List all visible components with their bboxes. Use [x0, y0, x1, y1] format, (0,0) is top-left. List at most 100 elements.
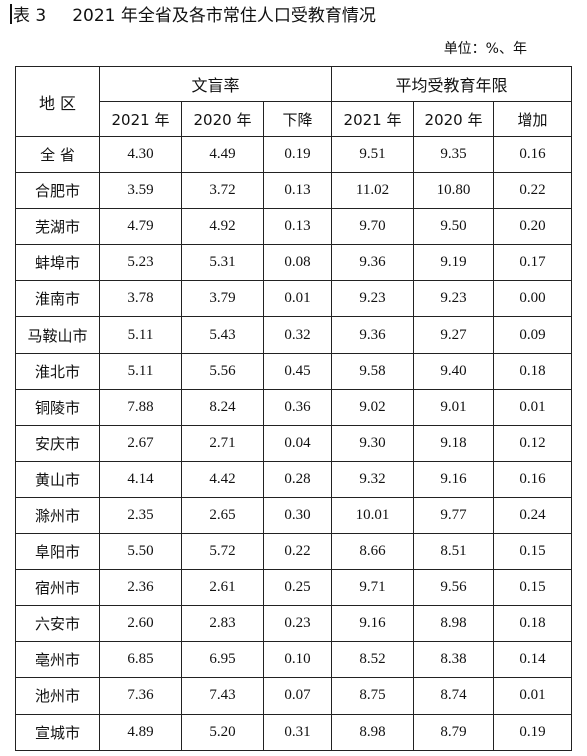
schooling-2020-cell: 8.74 — [413, 677, 495, 715]
illiteracy-2021-cell: 5.11 — [99, 352, 182, 390]
schooling-2021-cell: 8.75 — [331, 677, 415, 715]
illiteracy-2020-cell: 5.72 — [181, 533, 264, 571]
table-row: 淮南市 3.78 3.79 0.01 9.23 9.23 0.00 — [15, 280, 573, 318]
illiteracy-2021-cell: 4.30 — [99, 135, 182, 174]
illiteracy-decline-cell: 0.19 — [262, 135, 333, 174]
schooling-2021-cell: 8.98 — [331, 713, 415, 751]
schooling-2021-cell: 9.02 — [331, 388, 415, 426]
header-ill-2021: 2021 年 — [99, 101, 182, 137]
illiteracy-decline-cell: 0.13 — [262, 208, 333, 246]
schooling-2020-cell: 8.38 — [413, 641, 495, 679]
region-cell: 铜陵市 — [15, 388, 100, 426]
schooling-increase-cell: 0.16 — [493, 460, 573, 498]
schooling-2021-cell: 10.01 — [331, 496, 415, 535]
illiteracy-2021-cell: 4.89 — [99, 713, 182, 751]
illiteracy-decline-cell: 0.45 — [262, 352, 333, 390]
illiteracy-2020-cell: 4.49 — [181, 135, 264, 174]
table-row: 亳州市 6.85 6.95 0.10 8.52 8.38 0.14 — [15, 641, 573, 679]
header-illiteracy: 文盲率 — [98, 66, 333, 102]
illiteracy-decline-cell: 0.31 — [262, 713, 333, 751]
table-number: 表 3 — [13, 6, 47, 26]
illiteracy-decline-cell: 0.13 — [262, 172, 333, 210]
illiteracy-2020-cell: 4.42 — [181, 460, 264, 498]
region-cell: 全 省 — [15, 135, 100, 174]
schooling-2020-cell: 9.50 — [413, 208, 495, 246]
illiteracy-2021-cell: 7.88 — [99, 388, 182, 426]
illiteracy-2021-cell: 5.11 — [99, 316, 182, 354]
schooling-increase-cell: 0.17 — [493, 244, 573, 282]
region-cell: 滁州市 — [15, 496, 100, 535]
illiteracy-2020-cell: 5.56 — [181, 352, 264, 390]
region-cell: 安庆市 — [15, 424, 100, 462]
title-bar-mark — [10, 4, 12, 24]
schooling-2020-cell: 10.80 — [413, 172, 495, 210]
illiteracy-2020-cell: 3.72 — [181, 172, 264, 210]
header-ill-2020: 2020 年 — [181, 101, 264, 137]
illiteracy-decline-cell: 0.10 — [262, 641, 333, 679]
schooling-2020-cell: 9.16 — [413, 460, 495, 498]
illiteracy-decline-cell: 0.36 — [262, 388, 333, 426]
table-row: 全 省 4.30 4.49 0.19 9.51 9.35 0.16 — [15, 135, 573, 174]
header-region: 地 区 — [15, 66, 100, 137]
illiteracy-decline-cell: 0.08 — [262, 244, 333, 282]
schooling-increase-cell: 0.01 — [493, 388, 573, 426]
region-cell: 黄山市 — [15, 460, 100, 498]
schooling-increase-cell: 0.18 — [493, 352, 573, 390]
table-row: 滁州市 2.35 2.65 0.30 10.01 9.77 0.24 — [15, 496, 573, 535]
illiteracy-decline-cell: 0.04 — [262, 424, 333, 462]
illiteracy-2020-cell: 7.43 — [181, 677, 264, 715]
schooling-increase-cell: 0.16 — [493, 135, 573, 174]
schooling-increase-cell: 0.09 — [493, 316, 573, 354]
table-row: 黄山市 4.14 4.42 0.28 9.32 9.16 0.16 — [15, 460, 573, 498]
region-cell: 六安市 — [15, 605, 100, 643]
illiteracy-2020-cell: 4.92 — [181, 208, 264, 246]
table-row: 蚌埠市 5.23 5.31 0.08 9.36 9.19 0.17 — [15, 244, 573, 282]
schooling-2021-cell: 9.51 — [331, 135, 415, 174]
illiteracy-2020-cell: 6.95 — [181, 641, 264, 679]
schooling-2021-cell: 9.16 — [331, 605, 415, 643]
region-cell: 阜阳市 — [15, 533, 100, 571]
table-row: 阜阳市 5.50 5.72 0.22 8.66 8.51 0.15 — [15, 533, 573, 571]
illiteracy-2021-cell: 3.78 — [99, 280, 182, 318]
region-cell: 宣城市 — [15, 713, 100, 751]
illiteracy-decline-cell: 0.32 — [262, 316, 333, 354]
schooling-increase-cell: 0.15 — [493, 533, 573, 571]
table-row: 铜陵市 7.88 8.24 0.36 9.02 9.01 0.01 — [15, 388, 573, 426]
schooling-increase-cell: 0.15 — [493, 569, 573, 607]
illiteracy-2021-cell: 2.60 — [99, 605, 182, 643]
illiteracy-2020-cell: 3.79 — [181, 280, 264, 318]
illiteracy-2020-cell: 5.31 — [181, 244, 264, 282]
illiteracy-2020-cell: 5.20 — [181, 713, 264, 751]
schooling-increase-cell: 0.01 — [493, 677, 573, 715]
header-schooling-years: 平均受教育年限 — [331, 66, 573, 102]
schooling-increase-cell: 0.00 — [493, 280, 573, 318]
table-row: 马鞍山市 5.11 5.43 0.32 9.36 9.27 0.09 — [15, 316, 573, 354]
schooling-increase-cell: 0.18 — [493, 605, 573, 643]
header-yrs-2020: 2020 年 — [413, 101, 495, 137]
schooling-increase-cell: 0.20 — [493, 208, 573, 246]
schooling-2021-cell: 9.70 — [331, 208, 415, 246]
schooling-2020-cell: 9.77 — [413, 496, 495, 535]
schooling-2020-cell: 9.23 — [413, 280, 495, 318]
illiteracy-2021-cell: 2.36 — [99, 569, 182, 607]
illiteracy-2020-cell: 2.65 — [181, 496, 264, 535]
illiteracy-2021-cell: 2.35 — [99, 496, 182, 535]
schooling-2021-cell: 9.32 — [331, 460, 415, 498]
schooling-2021-cell: 11.02 — [331, 172, 415, 210]
region-cell: 蚌埠市 — [15, 244, 100, 282]
schooling-2020-cell: 9.27 — [413, 316, 495, 354]
table-row: 宿州市 2.36 2.61 0.25 9.71 9.56 0.15 — [15, 569, 573, 607]
schooling-2020-cell: 9.19 — [413, 244, 495, 282]
schooling-2021-cell: 9.30 — [331, 424, 415, 462]
schooling-2021-cell: 9.23 — [331, 280, 415, 318]
illiteracy-2020-cell: 8.24 — [181, 388, 264, 426]
table-header: 地 区 文盲率 平均受教育年限 2021 年 2020 年 下降 2021 年 … — [15, 66, 573, 137]
region-cell: 合肥市 — [15, 172, 100, 210]
illiteracy-2021-cell: 4.14 — [99, 460, 182, 498]
illiteracy-decline-cell: 0.01 — [262, 280, 333, 318]
table-row: 安庆市 2.67 2.71 0.04 9.30 9.18 0.12 — [15, 424, 573, 462]
illiteracy-decline-cell: 0.30 — [262, 496, 333, 535]
region-cell: 淮南市 — [15, 280, 100, 318]
table-body: 全 省 4.30 4.49 0.19 9.51 9.35 0.16 合肥市 3.59 3.72 0.… — [15, 135, 573, 751]
illiteracy-decline-cell: 0.23 — [262, 605, 333, 643]
